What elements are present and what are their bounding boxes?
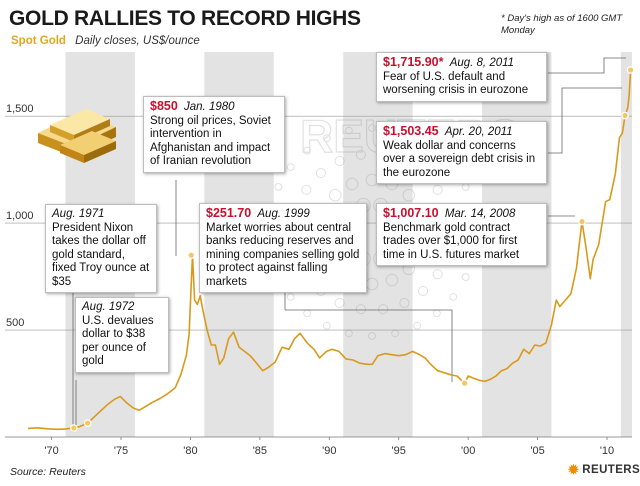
watermark-dot bbox=[322, 321, 331, 330]
watermark-dot bbox=[303, 146, 312, 155]
watermark-dot bbox=[461, 182, 470, 191]
x-tick-label: '90 bbox=[322, 445, 336, 457]
watermark-dot bbox=[274, 182, 283, 191]
x-tick-label: '85 bbox=[253, 445, 267, 457]
watermark-dot bbox=[322, 134, 331, 143]
annotation-connectors bbox=[72, 57, 626, 432]
event-marker bbox=[578, 217, 586, 226]
event-markers bbox=[70, 66, 635, 432]
annotation-text: Weak dollar and concerns over a sovereig… bbox=[383, 139, 536, 179]
x-tick-label: '95 bbox=[392, 445, 406, 457]
x-axis-labels: '70 '75 '80 '85 '90 '95 '00 '05 '10 bbox=[44, 437, 614, 457]
annotation-date: Apr. 20, 2011 bbox=[444, 126, 513, 138]
annotation-price: $850 bbox=[150, 99, 178, 113]
watermark-dot bbox=[449, 292, 458, 301]
event-marker bbox=[621, 111, 629, 120]
x-tick-label: '70 bbox=[44, 445, 58, 457]
annotation-price: $1,007.10 bbox=[383, 206, 439, 220]
watermark-dot bbox=[368, 332, 376, 340]
chart-title: GOLD RALLIES TO RECORD HIGHS bbox=[9, 7, 361, 30]
logo-text: REUTERS bbox=[582, 464, 640, 476]
annotation-text: Fear of U.S. default and worsening crisi… bbox=[383, 70, 529, 97]
annotation-text: Market worries about central banks reduc… bbox=[206, 221, 360, 288]
watermark-dot bbox=[417, 285, 429, 297]
annotation-1972: Aug. 1972 U.S. devalues dollar to $38 pe… bbox=[75, 297, 169, 373]
gold-bars-illustration bbox=[38, 109, 116, 163]
watermark-dot bbox=[344, 329, 353, 338]
chart-subtitle: Spot Gold Daily closes, US$/ounce bbox=[11, 35, 200, 47]
annotation-1999: $251.70 Aug. 1999 Market worries about c… bbox=[199, 203, 367, 293]
watermark-dot bbox=[355, 304, 366, 315]
watermark-dot bbox=[368, 124, 376, 132]
event-marker bbox=[460, 379, 469, 387]
watermark-dot bbox=[432, 309, 441, 318]
annotation-date: Jan. 1980 bbox=[184, 101, 235, 113]
watermark-dot bbox=[385, 273, 399, 287]
year-stripe bbox=[620, 52, 632, 437]
watermark-dot bbox=[402, 188, 416, 202]
watermark-dot bbox=[432, 269, 443, 280]
watermark-dot bbox=[461, 273, 470, 282]
watermark-dot bbox=[344, 126, 353, 135]
reuters-logo: ✹ REUTERS bbox=[568, 462, 640, 478]
event-marker bbox=[70, 424, 78, 432]
units-label: Daily closes, US$/ounce bbox=[75, 35, 200, 47]
watermark-dot bbox=[413, 321, 422, 330]
annotation-date: Mar. 14, 2008 bbox=[444, 208, 516, 220]
watermark-dot bbox=[345, 177, 359, 191]
watermark-dot bbox=[286, 163, 295, 172]
watermark-dot bbox=[432, 184, 443, 195]
footnote: * Day's high as of 1600 GMT Monday bbox=[501, 13, 623, 36]
x-tick-label: '80 bbox=[183, 445, 197, 457]
annotation-text: Benchmark gold contract trades over $1,0… bbox=[383, 221, 520, 261]
watermark-dot bbox=[334, 155, 345, 167]
watermark-dot bbox=[286, 292, 295, 301]
event-marker bbox=[187, 251, 195, 259]
annotation-1971: Aug. 1971 President Nixon takes the doll… bbox=[45, 204, 157, 293]
annotation-2011-april: $1,503.45 Apr. 20, 2011 Weak dollar and … bbox=[376, 121, 547, 184]
event-marker bbox=[626, 66, 635, 74]
watermark-dot bbox=[328, 188, 342, 202]
x-tick-label: '75 bbox=[114, 445, 128, 457]
source-note: Source: Reuters bbox=[10, 466, 86, 478]
annotation-date: Aug. 8, 2011 bbox=[449, 57, 515, 69]
annotation-text: Strong oil prices, Soviet intervention i… bbox=[150, 114, 271, 168]
y-axis-labels: 500 1,000 1,500 bbox=[6, 103, 34, 329]
x-tick-label: '05 bbox=[530, 445, 544, 457]
annotation-text: President Nixon takes the dollar off gol… bbox=[52, 221, 150, 288]
watermark-dot bbox=[399, 297, 410, 309]
annotation-2008: $1,007.10 Mar. 14, 2008 Benchmark gold c… bbox=[376, 203, 547, 266]
x-tick-label: '10 bbox=[600, 445, 614, 457]
watermark-dot bbox=[334, 297, 345, 309]
series-label: Spot Gold bbox=[11, 35, 66, 47]
annotation-text: U.S. devalues dollar to $38 per ounce of… bbox=[82, 314, 154, 368]
watermark-dot bbox=[378, 304, 389, 315]
y-tick-label: 1,000 bbox=[6, 210, 34, 222]
watermark-dot bbox=[391, 329, 400, 338]
watermark-dot bbox=[355, 149, 366, 160]
watermark-dot bbox=[303, 309, 312, 318]
annotation-2011-august: $1,715.90* Aug. 8, 2011 Fear of U.S. def… bbox=[376, 52, 547, 102]
annotation-price: $1,503.45 bbox=[383, 124, 439, 138]
event-marker bbox=[83, 419, 92, 427]
annotation-date: Aug. 1972 bbox=[82, 301, 135, 313]
annotation-date: Aug. 1999 bbox=[257, 208, 310, 220]
watermark-dot bbox=[315, 167, 327, 179]
reuters-dots-icon: ✹ bbox=[568, 462, 580, 477]
y-tick-label: 1,500 bbox=[6, 103, 34, 115]
x-tick-label: '00 bbox=[461, 445, 475, 457]
y-tick-label: 500 bbox=[6, 317, 24, 329]
annotation-price: $1,715.90* bbox=[383, 55, 444, 69]
annotation-1980: $850 Jan. 1980 Strong oil prices, Soviet… bbox=[143, 96, 285, 173]
gold-price-line bbox=[27, 69, 632, 431]
annotation-price: $251.70 bbox=[206, 206, 252, 220]
annotation-date: Aug. 1971 bbox=[52, 208, 105, 220]
watermark-dot bbox=[301, 184, 312, 195]
